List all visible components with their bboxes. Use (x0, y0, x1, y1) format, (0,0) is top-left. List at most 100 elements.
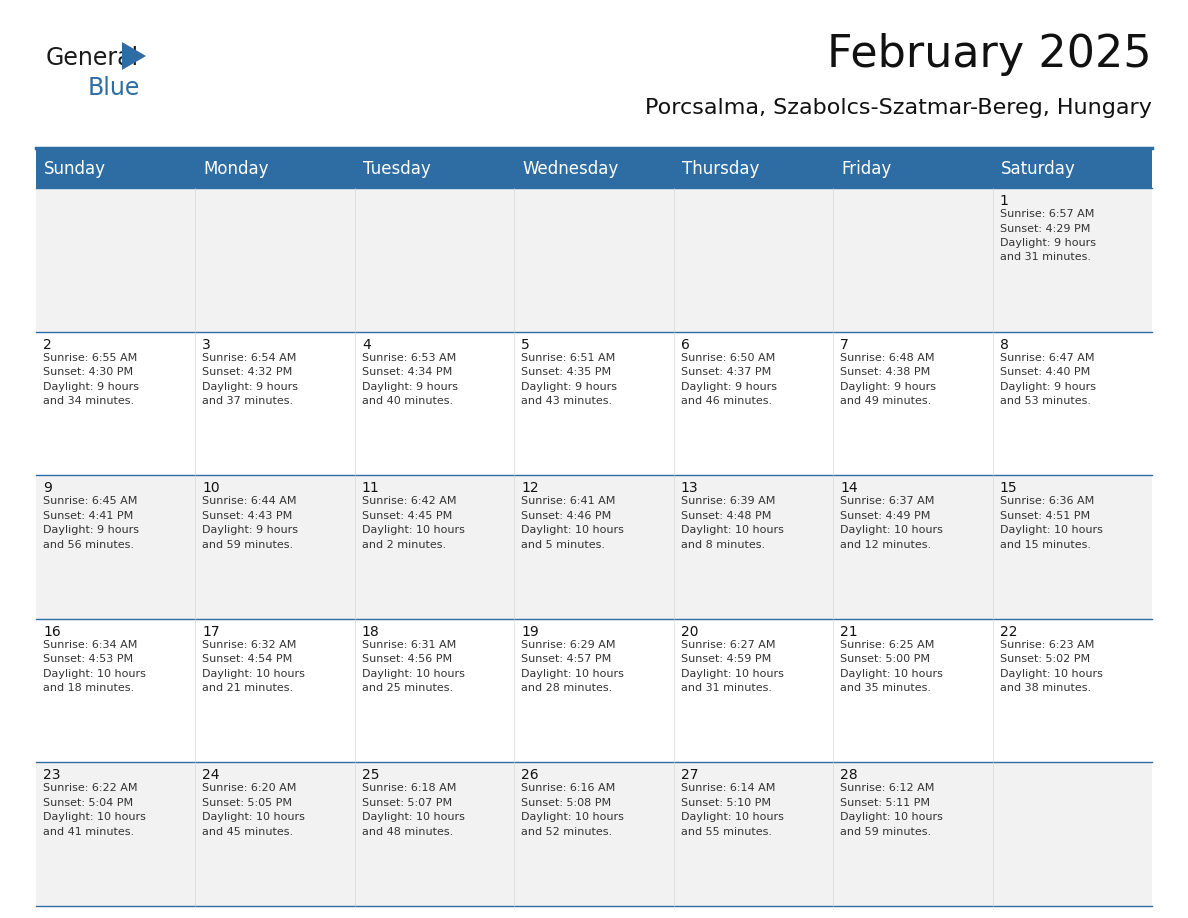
Text: 1: 1 (999, 194, 1009, 208)
Text: Daylight: 10 hours: Daylight: 10 hours (202, 812, 305, 823)
Text: Daylight: 10 hours: Daylight: 10 hours (840, 525, 943, 535)
Text: Sunset: 4:35 PM: Sunset: 4:35 PM (522, 367, 612, 377)
Text: Sunrise: 6:27 AM: Sunrise: 6:27 AM (681, 640, 776, 650)
Text: 26: 26 (522, 768, 539, 782)
Text: Sunset: 4:37 PM: Sunset: 4:37 PM (681, 367, 771, 377)
Text: Sunrise: 6:20 AM: Sunrise: 6:20 AM (202, 783, 297, 793)
Text: Daylight: 9 hours: Daylight: 9 hours (202, 382, 298, 392)
Text: 27: 27 (681, 768, 699, 782)
Text: Sunset: 5:02 PM: Sunset: 5:02 PM (999, 655, 1089, 665)
Text: Daylight: 10 hours: Daylight: 10 hours (681, 525, 784, 535)
Text: Sunrise: 6:12 AM: Sunrise: 6:12 AM (840, 783, 935, 793)
Text: and 55 minutes.: and 55 minutes. (681, 827, 772, 837)
Text: Daylight: 9 hours: Daylight: 9 hours (999, 382, 1095, 392)
Text: and 12 minutes.: and 12 minutes. (840, 540, 931, 550)
Text: Daylight: 10 hours: Daylight: 10 hours (681, 669, 784, 678)
Text: Daylight: 9 hours: Daylight: 9 hours (522, 382, 618, 392)
Text: 3: 3 (202, 338, 211, 352)
Text: Sunrise: 6:44 AM: Sunrise: 6:44 AM (202, 497, 297, 506)
Text: Sunrise: 6:18 AM: Sunrise: 6:18 AM (362, 783, 456, 793)
Text: Sunrise: 6:23 AM: Sunrise: 6:23 AM (999, 640, 1094, 650)
Text: Sunrise: 6:53 AM: Sunrise: 6:53 AM (362, 353, 456, 363)
Text: and 43 minutes.: and 43 minutes. (522, 396, 612, 406)
Text: Sunrise: 6:31 AM: Sunrise: 6:31 AM (362, 640, 456, 650)
Text: Thursday: Thursday (682, 160, 759, 178)
Text: 8: 8 (999, 338, 1009, 352)
Text: and 31 minutes.: and 31 minutes. (999, 252, 1091, 263)
Text: Daylight: 10 hours: Daylight: 10 hours (522, 525, 624, 535)
Text: Daylight: 9 hours: Daylight: 9 hours (840, 382, 936, 392)
Text: Sunset: 4:29 PM: Sunset: 4:29 PM (999, 223, 1089, 233)
Text: 22: 22 (999, 625, 1017, 639)
Text: Sunrise: 6:37 AM: Sunrise: 6:37 AM (840, 497, 935, 506)
Text: and 28 minutes.: and 28 minutes. (522, 683, 613, 693)
Text: Daylight: 10 hours: Daylight: 10 hours (840, 812, 943, 823)
Text: Monday: Monday (203, 160, 268, 178)
Text: Sunset: 4:53 PM: Sunset: 4:53 PM (43, 655, 133, 665)
Bar (36, 619, 1152, 763)
Text: 2: 2 (43, 338, 52, 352)
Text: and 31 minutes.: and 31 minutes. (681, 683, 772, 693)
Text: Sunset: 5:10 PM: Sunset: 5:10 PM (681, 798, 771, 808)
Text: Sunset: 4:54 PM: Sunset: 4:54 PM (202, 655, 292, 665)
Text: Sunset: 4:45 PM: Sunset: 4:45 PM (362, 510, 453, 521)
Text: Daylight: 10 hours: Daylight: 10 hours (202, 669, 305, 678)
Text: 14: 14 (840, 481, 858, 495)
Text: and 41 minutes.: and 41 minutes. (43, 827, 134, 837)
Text: Friday: Friday (841, 160, 891, 178)
Text: 21: 21 (840, 625, 858, 639)
Bar (36, 150, 1152, 188)
Text: Sunset: 5:07 PM: Sunset: 5:07 PM (362, 798, 451, 808)
Text: February 2025: February 2025 (827, 33, 1152, 76)
Text: and 37 minutes.: and 37 minutes. (202, 396, 293, 406)
Text: and 15 minutes.: and 15 minutes. (999, 540, 1091, 550)
Bar (36, 763, 1152, 906)
Text: 7: 7 (840, 338, 849, 352)
Text: Sunset: 4:32 PM: Sunset: 4:32 PM (202, 367, 292, 377)
Text: 24: 24 (202, 768, 220, 782)
Text: Sunset: 4:51 PM: Sunset: 4:51 PM (999, 510, 1089, 521)
Text: Daylight: 10 hours: Daylight: 10 hours (522, 669, 624, 678)
Text: Sunset: 4:46 PM: Sunset: 4:46 PM (522, 510, 612, 521)
Text: Sunrise: 6:55 AM: Sunrise: 6:55 AM (43, 353, 138, 363)
Text: 6: 6 (681, 338, 689, 352)
Text: Daylight: 9 hours: Daylight: 9 hours (43, 382, 139, 392)
Text: Daylight: 10 hours: Daylight: 10 hours (43, 669, 146, 678)
Text: 16: 16 (43, 625, 61, 639)
Text: 23: 23 (43, 768, 61, 782)
Text: and 49 minutes.: and 49 minutes. (840, 396, 931, 406)
Text: and 5 minutes.: and 5 minutes. (522, 540, 605, 550)
Text: and 56 minutes.: and 56 minutes. (43, 540, 134, 550)
Text: 11: 11 (362, 481, 380, 495)
Text: Porcsalma, Szabolcs-Szatmar-Bereg, Hungary: Porcsalma, Szabolcs-Szatmar-Bereg, Hunga… (645, 98, 1152, 118)
Text: Wednesday: Wednesday (523, 160, 619, 178)
Text: and 25 minutes.: and 25 minutes. (362, 683, 453, 693)
Text: Blue: Blue (88, 76, 140, 100)
Text: Sunrise: 6:57 AM: Sunrise: 6:57 AM (999, 209, 1094, 219)
Text: Sunset: 5:05 PM: Sunset: 5:05 PM (202, 798, 292, 808)
Text: and 40 minutes.: and 40 minutes. (362, 396, 453, 406)
Text: Sunrise: 6:36 AM: Sunrise: 6:36 AM (999, 497, 1094, 506)
Text: Daylight: 10 hours: Daylight: 10 hours (840, 669, 943, 678)
Text: Sunrise: 6:25 AM: Sunrise: 6:25 AM (840, 640, 935, 650)
Text: Sunrise: 6:50 AM: Sunrise: 6:50 AM (681, 353, 775, 363)
Text: Sunset: 4:38 PM: Sunset: 4:38 PM (840, 367, 930, 377)
Text: Daylight: 9 hours: Daylight: 9 hours (43, 525, 139, 535)
Text: Daylight: 10 hours: Daylight: 10 hours (522, 812, 624, 823)
Text: and 34 minutes.: and 34 minutes. (43, 396, 134, 406)
Text: Daylight: 9 hours: Daylight: 9 hours (681, 382, 777, 392)
Text: Sunrise: 6:39 AM: Sunrise: 6:39 AM (681, 497, 775, 506)
Text: Sunrise: 6:54 AM: Sunrise: 6:54 AM (202, 353, 297, 363)
Text: and 52 minutes.: and 52 minutes. (522, 827, 612, 837)
Text: Daylight: 10 hours: Daylight: 10 hours (999, 525, 1102, 535)
Text: 19: 19 (522, 625, 539, 639)
Text: and 38 minutes.: and 38 minutes. (999, 683, 1091, 693)
Text: Sunset: 4:40 PM: Sunset: 4:40 PM (999, 367, 1089, 377)
Text: and 8 minutes.: and 8 minutes. (681, 540, 765, 550)
Text: and 59 minutes.: and 59 minutes. (202, 540, 293, 550)
Text: Daylight: 10 hours: Daylight: 10 hours (362, 812, 465, 823)
Text: Sunset: 5:04 PM: Sunset: 5:04 PM (43, 798, 133, 808)
Text: Sunrise: 6:41 AM: Sunrise: 6:41 AM (522, 497, 615, 506)
Text: 13: 13 (681, 481, 699, 495)
Text: 18: 18 (362, 625, 380, 639)
